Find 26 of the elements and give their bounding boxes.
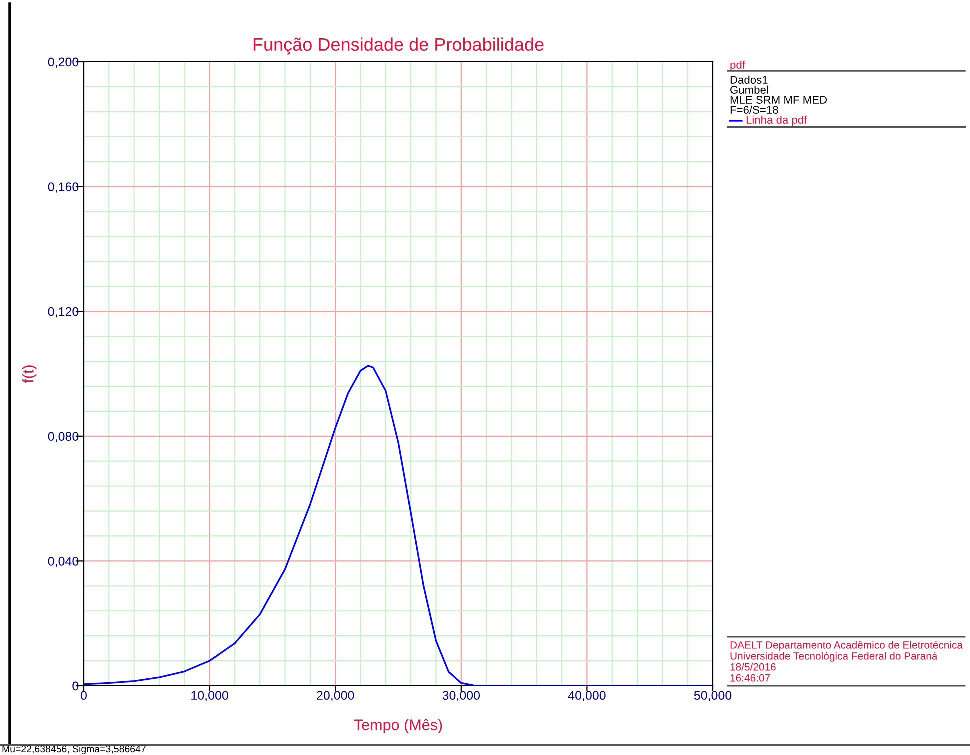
- text: 16:46:07: [730, 674, 770, 682]
- x-tick-label: 0: [81, 691, 87, 700]
- text: F=6/S=18: [730, 106, 778, 114]
- text: Dados1: [730, 76, 768, 84]
- x-tick-label: 40,000: [568, 691, 606, 702]
- text: Gumbel: [730, 86, 768, 94]
- x-tick-label: 20,000: [317, 691, 354, 702]
- x-tick-label: 30,000: [442, 691, 480, 702]
- text: Mu=22,638456, Sigma=3,586647: [2, 745, 146, 755]
- text: 18/5/2016: [730, 663, 776, 671]
- y-tick-label: 0,040: [48, 557, 79, 568]
- y-tick-label: 0,200: [48, 58, 79, 68]
- y-tick-label: 0,160: [48, 182, 79, 193]
- chart-title: Função Densidade de Probabilidade: [254, 38, 544, 55]
- legend-label: Linha da pdf: [746, 116, 808, 126]
- y-tick-label: 0: [72, 682, 79, 691]
- text: MLE SRM MF MED: [730, 96, 827, 104]
- y-tick-label: 0,120: [48, 307, 79, 318]
- x-axis-title: Tempo (Mês): [354, 719, 442, 734]
- x-tick-label: 50,000: [694, 691, 732, 702]
- y-tick-label: 0,080: [48, 432, 79, 443]
- legend-title: pdf: [730, 60, 746, 72]
- x-tick-label: 10,000: [192, 691, 228, 702]
- text: DAELT Departamento Acadêmico de Eletrotécnica: [730, 641, 963, 651]
- y-axis-title: f(t): [22, 366, 37, 384]
- text: Universidade Tecnológica Federal do Paraná: [730, 652, 938, 662]
